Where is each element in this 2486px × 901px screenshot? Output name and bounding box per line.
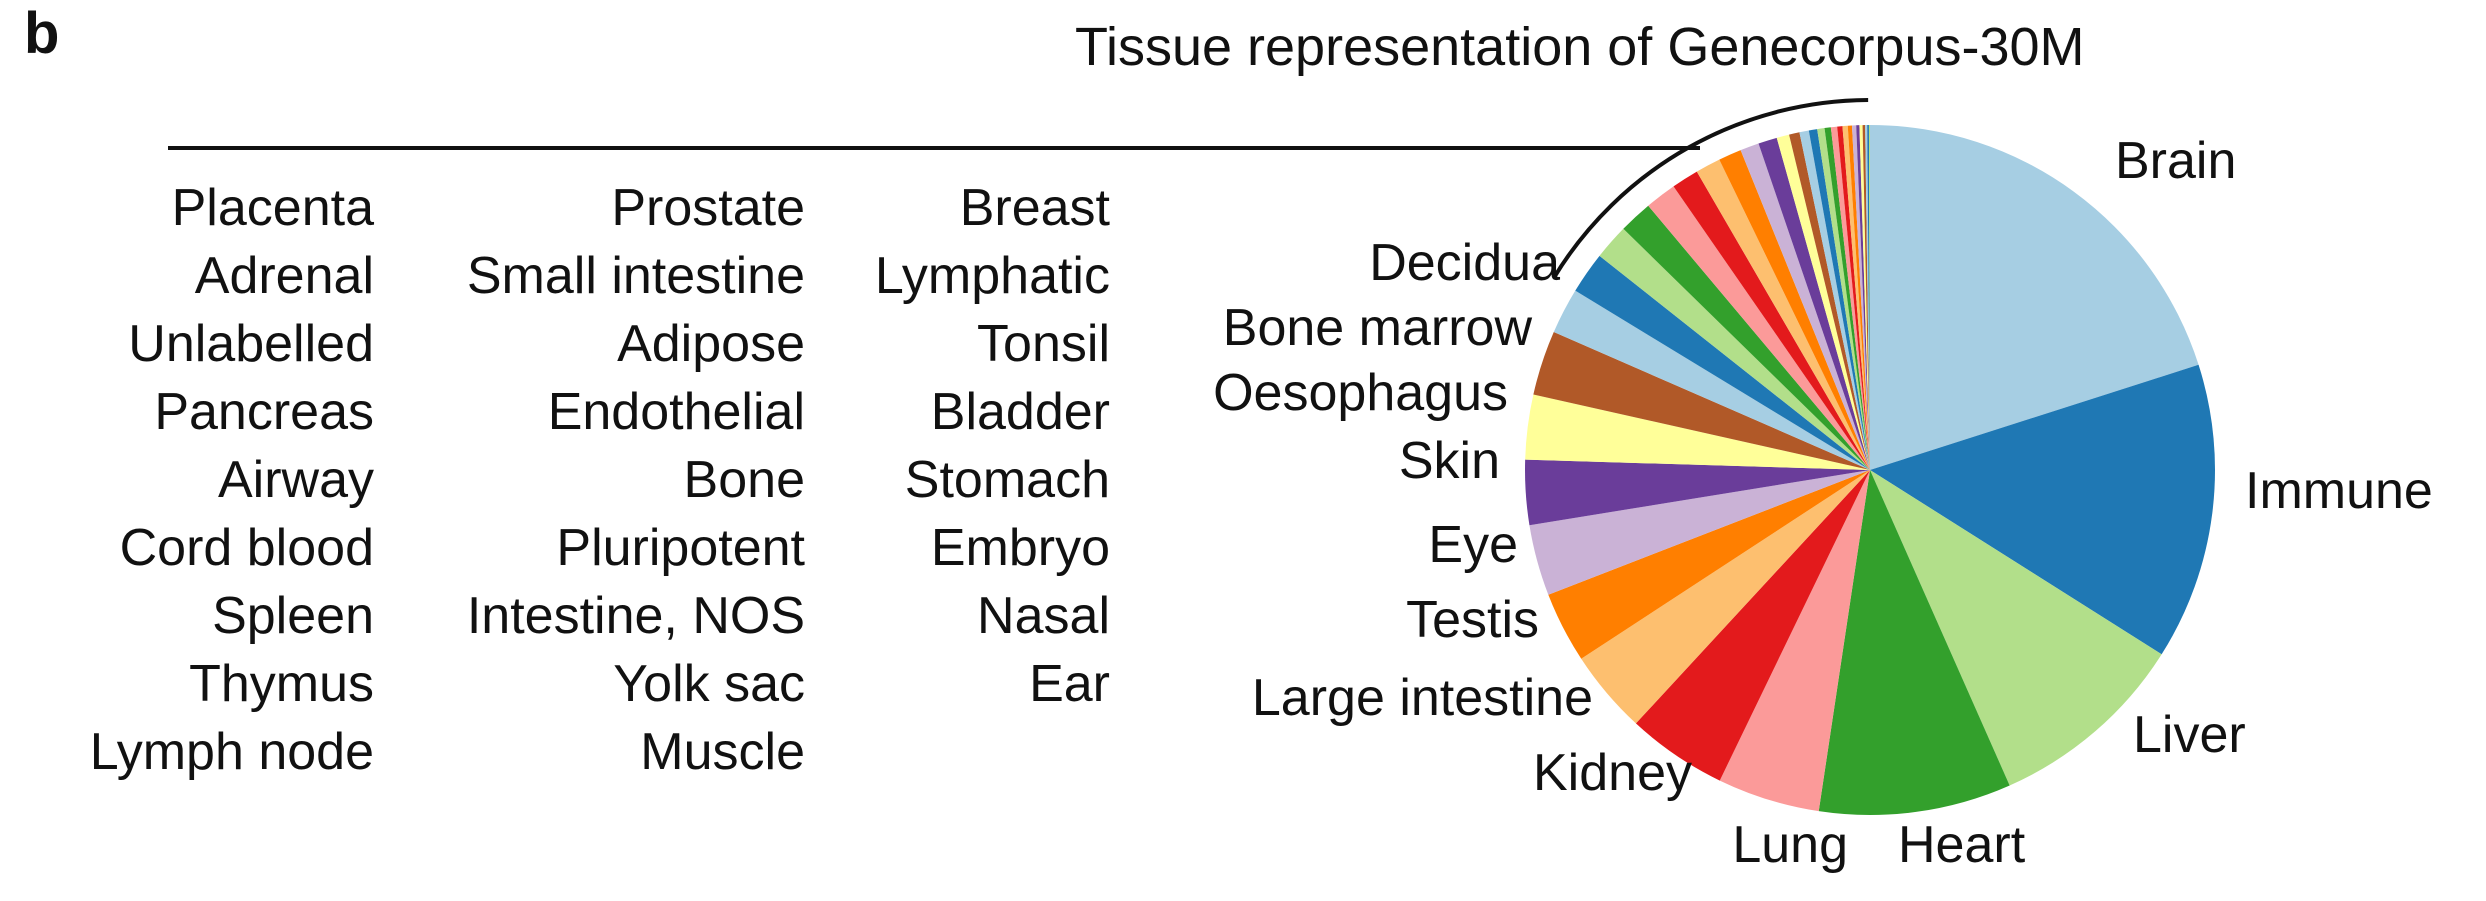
- small-tissue-label: Bladder: [930, 383, 1110, 441]
- small-tissue-label: Bone: [683, 451, 805, 509]
- legend-bracket-rule: [168, 146, 1700, 150]
- pie-slice: [1808, 129, 1870, 470]
- small-tissue-label: Placenta: [171, 179, 374, 237]
- pie-slice: [1867, 125, 1870, 470]
- small-tissue-label: Nasal: [977, 587, 1110, 645]
- small-tissue-label: Spleen: [212, 587, 374, 645]
- pie-slice: [1799, 130, 1870, 470]
- pie-slice: [1623, 205, 1870, 470]
- small-tissue-label: Tonsil: [977, 315, 1110, 373]
- pie-slice: [1529, 470, 1870, 595]
- pie-slice: [1818, 470, 2010, 815]
- small-tissue-label: Small intestine: [466, 247, 805, 305]
- pie-slice: [1599, 228, 1870, 470]
- small-tissue-label: Lymphatic: [874, 247, 1110, 305]
- pie-slice-label: Heart: [1898, 816, 2026, 874]
- pie-slice: [1673, 171, 1870, 470]
- pie-slice: [1837, 126, 1870, 470]
- pie-slice-label: Eye: [1428, 516, 1518, 574]
- pie-slice: [1581, 470, 1870, 724]
- pie-slice-label: Brain: [2115, 132, 2236, 190]
- small-tissue-list-col-2: Prostate Small intestine Adipose Endothelia…: [420, 174, 805, 786]
- pie-slice: [1851, 125, 1870, 470]
- pie-slice: [1856, 125, 1870, 470]
- small-tissue-label: Ear: [1029, 655, 1110, 713]
- pie-slice-label: Lung: [1732, 816, 1848, 874]
- small-tissue-label: Cord blood: [119, 519, 374, 577]
- small-tissue-label: Lymph node: [89, 723, 374, 781]
- small-tissue-label: Unlabelled: [128, 315, 374, 373]
- pie-slice: [1789, 132, 1870, 471]
- pie-slice: [1824, 127, 1870, 470]
- pie-slice: [1870, 364, 2216, 655]
- pie-slice: [1635, 470, 1870, 781]
- pie-slice-label: Large intestine: [1252, 669, 1593, 727]
- pie-slice: [1719, 470, 1870, 812]
- pie-slice: [1870, 125, 2199, 470]
- pie-slice: [1859, 125, 1870, 470]
- pie-slice: [1696, 159, 1870, 470]
- pie-slice: [1758, 137, 1870, 470]
- pie-slice: [1862, 125, 1870, 470]
- small-tissue-label: Intestine, NOS: [466, 587, 805, 645]
- small-tissue-label: Embryo: [930, 519, 1110, 577]
- pie-slice: [1868, 124, 1870, 470]
- pie-slice: [1740, 143, 1870, 470]
- pie-slice: [1575, 255, 1870, 470]
- small-tissue-list-col-3: Breast Lymphatic Tonsil Bladder Stomach Embry…: [830, 174, 1110, 718]
- pie-slice-label: Immune: [2245, 462, 2433, 520]
- small-tissue-label: Stomach: [904, 451, 1110, 509]
- pie-slice-label: Testis: [1406, 591, 1539, 649]
- pie-slice-label: Skin: [1399, 432, 1500, 490]
- pie-slice: [1533, 332, 1870, 470]
- pie-slice: [1870, 470, 2162, 786]
- pie-slice: [1548, 470, 1870, 659]
- pie-slice: [1525, 394, 1870, 470]
- pie-slice: [1847, 125, 1870, 470]
- small-tissue-label: Adrenal: [194, 247, 374, 305]
- pie-slice-label: Bone marrow: [1223, 299, 1533, 357]
- small-tissue-label: Pluripotent: [556, 519, 805, 577]
- pie-slice-label: Kidney: [1533, 744, 1692, 802]
- pie-slice: [1865, 125, 1870, 470]
- pie-slice-label: Oesophagus: [1213, 364, 1508, 422]
- small-tissue-label: Muscle: [640, 723, 805, 781]
- pie-slice-label: Decidua: [1369, 234, 1560, 292]
- small-tissue-label: Airway: [217, 451, 374, 509]
- pie-slice: [1525, 459, 1870, 526]
- pie-slice: [1719, 150, 1870, 470]
- pie-slice: [1648, 186, 1870, 470]
- pie-slice: [1553, 290, 1870, 470]
- chart-title: Tissue representation of Genecorpus-30M: [1075, 17, 2085, 77]
- small-tissue-label: Adipose: [617, 315, 805, 373]
- small-tissue-label: Yolk sac: [613, 655, 805, 713]
- small-tissue-list-col-1: Placenta Adrenal Unlabelled Pancreas Airway C…: [40, 174, 374, 786]
- small-tissue-label: Endothelial: [547, 383, 805, 441]
- pie-slice: [1842, 125, 1870, 470]
- pie-slice: [1776, 134, 1870, 470]
- panel-letter: b: [24, 1, 60, 66]
- small-tissue-label: Pancreas: [154, 383, 374, 441]
- pie-slice: [1817, 128, 1870, 470]
- small-tissue-label: Breast: [959, 179, 1110, 237]
- small-tissue-label: Prostate: [611, 179, 805, 237]
- pie-slice: [1830, 126, 1870, 470]
- small-tissue-label: Thymus: [189, 655, 374, 713]
- pie-slice-label: Liver: [2133, 706, 2246, 764]
- small-slices-bracket-arc: [1552, 98, 1869, 279]
